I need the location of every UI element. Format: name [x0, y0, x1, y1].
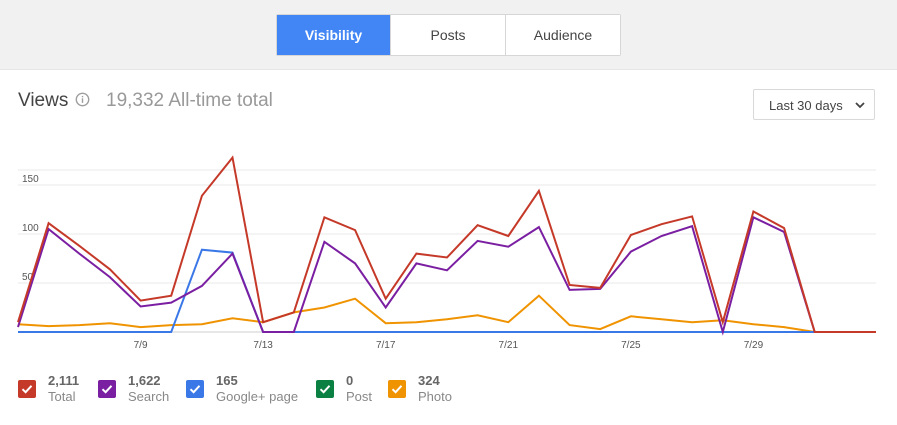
chart-series [17, 155, 876, 336]
all-time-total: 19,332 All-time total [106, 90, 273, 111]
date-range-dropdown[interactable]: Last 30 days [753, 89, 875, 120]
views-title: Views [18, 90, 69, 111]
legend-count: 0 [346, 373, 354, 388]
legend-checkbox-post[interactable] [316, 380, 334, 398]
legend-checkbox-photo[interactable] [388, 380, 406, 398]
view-tabs: Visibility Posts Audience [276, 14, 621, 56]
x-tick-label: 7/13 [253, 340, 273, 351]
date-range-label: Last 30 days [769, 98, 843, 113]
legend-count: 165 [216, 373, 238, 388]
series-line-google_page [18, 248, 876, 333]
y-tick-label: 150 [22, 174, 39, 185]
x-tick-label: 7/29 [744, 340, 764, 351]
x-tick-label: 7/17 [376, 340, 396, 351]
legend-checkbox-total[interactable] [18, 380, 36, 398]
checkmark-icon [189, 385, 201, 394]
y-tick-label: 50 [22, 272, 34, 283]
checkmark-icon [101, 385, 113, 394]
series-line-total [17, 155, 876, 333]
legend-label: Search [128, 389, 170, 404]
checkmark-icon [319, 385, 331, 394]
tab-visibility[interactable]: Visibility [277, 15, 390, 55]
y-axis-ticks: 50 100 150 [22, 174, 39, 283]
x-axis-ticks: 7/9 7/13 7/17 7/21 7/25 7/29 [134, 340, 764, 351]
x-tick-label: 7/25 [621, 340, 641, 351]
info-icon[interactable] [75, 92, 90, 107]
y-tick-label: 100 [22, 223, 39, 234]
legend-checkbox-search[interactable] [98, 380, 116, 398]
chevron-down-icon [855, 102, 865, 109]
chart-grid [18, 169, 876, 333]
legend-label: Google+ page [216, 389, 299, 404]
tab-audience[interactable]: Audience [505, 15, 620, 55]
legend-label: Post [346, 389, 373, 404]
x-tick-label: 7/21 [499, 340, 519, 351]
checkmark-icon [21, 385, 33, 394]
legend-count: 1,622 [128, 373, 161, 388]
legend-label: Photo [418, 389, 452, 404]
legend-label: Total [48, 389, 76, 404]
series-line-search [17, 215, 876, 336]
x-tick-label: 7/9 [134, 340, 148, 351]
tab-posts[interactable]: Posts [390, 15, 505, 55]
legend-count: 2,111 [48, 373, 80, 388]
checkmark-icon [391, 385, 403, 394]
legend-checkbox-google_page[interactable] [186, 380, 204, 398]
top-bar: Visibility Posts Audience [0, 0, 897, 70]
legend-count: 324 [418, 373, 440, 388]
series-line-photo [17, 294, 876, 333]
